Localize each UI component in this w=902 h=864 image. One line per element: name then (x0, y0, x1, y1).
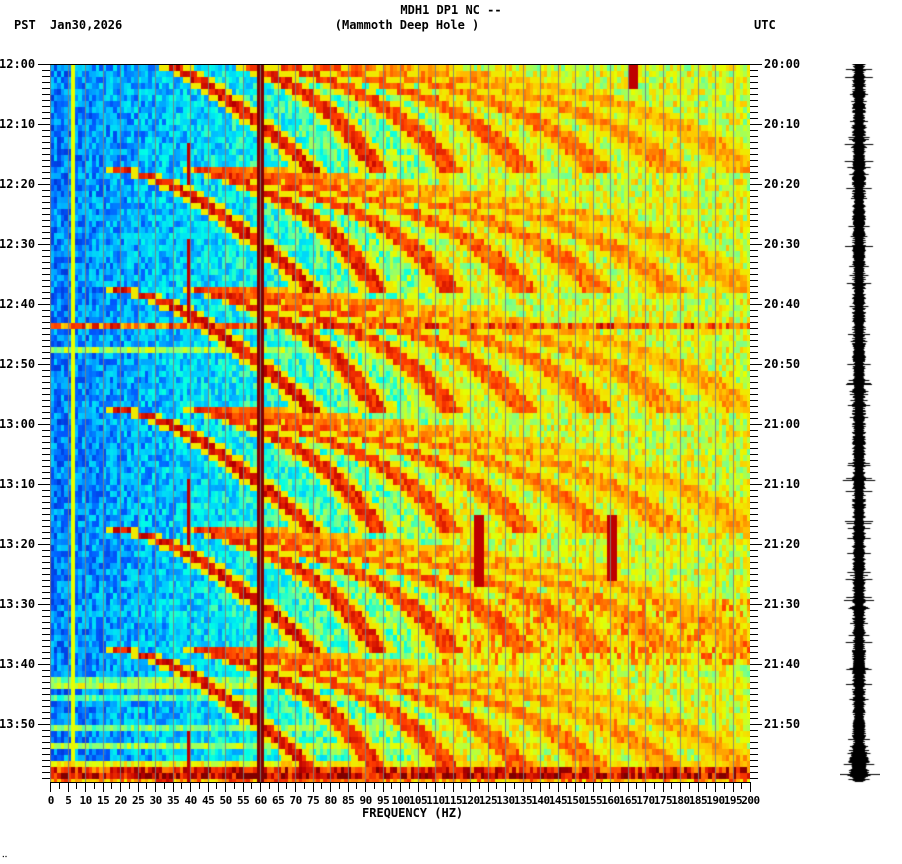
x-tick: 30 (149, 794, 163, 807)
y-tick-left: 13:10 (0, 477, 36, 491)
x-tick: 180 (671, 794, 690, 807)
x-tick: 190 (706, 794, 725, 807)
left-timezone-label: PST (14, 18, 36, 32)
x-tick: 45 (202, 794, 215, 807)
x-tick: 70 (289, 794, 303, 807)
y-tick-left: 13:50 (0, 717, 36, 731)
x-tick: 165 (618, 794, 638, 807)
x-tick: 85 (342, 794, 355, 807)
x-tick: 145 (548, 794, 568, 807)
y-tick-right: 20:20 (764, 177, 801, 191)
y-tick-right: 21:50 (764, 717, 801, 731)
x-tick: 75 (307, 794, 320, 807)
y-tick-left: 12:30 (0, 237, 36, 251)
corner-mark: ‥ (2, 850, 8, 859)
y-tick-right: 20:10 (764, 117, 801, 131)
y-tick-right: 20:50 (764, 357, 801, 371)
x-tick: 40 (184, 794, 198, 807)
x-tick: 25 (132, 794, 145, 807)
x-tick: 100 (391, 794, 410, 807)
y-tick-left: 12:00 (0, 57, 36, 71)
x-tick: 200 (741, 794, 760, 807)
x-tick: 120 (461, 794, 480, 807)
x-tick: 195 (723, 794, 743, 807)
x-tick: 170 (636, 794, 655, 807)
x-tick: 125 (478, 794, 498, 807)
y-tick-left: 12:20 (0, 177, 36, 191)
x-tick: 150 (566, 794, 585, 807)
x-tick: 95 (377, 794, 390, 807)
x-tick: 130 (496, 794, 515, 807)
y-tick-left: 12:10 (0, 117, 36, 131)
y-tick-left: 13:40 (0, 657, 36, 671)
x-tick: 185 (688, 794, 708, 807)
x-tick: 0 (47, 794, 55, 807)
x-tick: 115 (443, 794, 463, 807)
x-tick: 65 (272, 794, 285, 807)
x-tick: 10 (79, 794, 93, 807)
y-tick-right: 21:30 (764, 597, 801, 611)
y-tick-right: 21:40 (764, 657, 801, 671)
y-tick-left: 13:30 (0, 597, 36, 611)
x-tick: 110 (426, 794, 445, 807)
spectrogram-heatmap (50, 65, 750, 782)
x-axis-title: FREQUENCY (HZ) (362, 806, 464, 820)
y-tick-left: 13:20 (0, 537, 36, 551)
x-tick: 105 (408, 794, 428, 807)
x-tick: 35 (167, 794, 180, 807)
y-tick-right: 20:30 (764, 237, 801, 251)
station-title: MDH1 DP1 NC -- (400, 3, 502, 17)
right-timezone-label: UTC (754, 18, 776, 32)
x-tick: 160 (601, 794, 620, 807)
x-tick: 135 (513, 794, 533, 807)
x-tick: 5 (65, 794, 72, 807)
x-tick: 55 (237, 794, 250, 807)
x-tick: 20 (114, 794, 128, 807)
x-tick: 175 (653, 794, 673, 807)
x-tick: 90 (359, 794, 373, 807)
y-tick-left: 12:50 (0, 357, 36, 371)
x-tick: 60 (254, 794, 268, 807)
date-label: Jan30,2026 (50, 18, 123, 32)
y-tick-right: 21:10 (764, 477, 801, 491)
y-tick-left: 12:40 (0, 297, 36, 311)
x-tick: 80 (324, 794, 338, 807)
x-tick: 15 (97, 794, 110, 807)
y-tick-right: 21:20 (764, 537, 801, 551)
seismogram-trace (840, 64, 880, 784)
y-tick-right: 21:00 (764, 417, 801, 431)
y-tick-right: 20:40 (764, 297, 801, 311)
x-tick: 155 (583, 794, 603, 807)
y-tick-right: 20:00 (764, 57, 801, 71)
x-tick: 140 (531, 794, 550, 807)
site-title: (Mammoth Deep Hole ) (334, 18, 480, 32)
spectrogram-plot (50, 64, 750, 782)
x-tick: 50 (219, 794, 233, 807)
y-tick-left: 13:00 (0, 417, 36, 431)
